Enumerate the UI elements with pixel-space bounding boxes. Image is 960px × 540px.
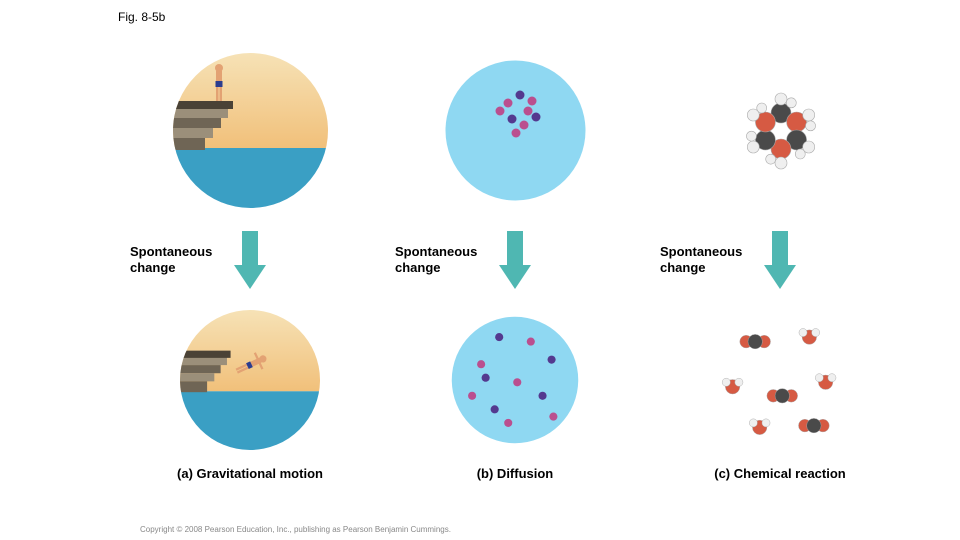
panel-a-top [120, 40, 380, 220]
figure-label: Fig. 8-5b [118, 10, 165, 24]
panel-b-arrow-row: Spontaneouschange [385, 220, 645, 300]
diver-top-illustration [173, 53, 328, 208]
copyright-text: Copyright © 2008 Pearson Education, Inc.… [140, 525, 451, 534]
panel-a-bottom [120, 300, 380, 460]
arrow-down-icon [760, 231, 800, 289]
arrow-down-icon [495, 231, 535, 289]
panel-b-caption: (b) Diffusion [385, 460, 645, 490]
panel-a-arrow-row: Spontaneouschange [120, 220, 380, 300]
arrow-down-icon [230, 231, 270, 289]
panel-b-mid-label: Spontaneouschange [395, 244, 477, 277]
diver-bottom-illustration [180, 310, 320, 450]
panel-b-top [385, 40, 645, 220]
panel-c-top [650, 40, 910, 220]
panel-c-mid-label: Spontaneouschange [660, 244, 742, 277]
figure-grid: Spontaneouschange Spontaneouschange Spon… [120, 40, 910, 495]
panel-c-bottom [650, 300, 910, 460]
panel-a-mid-label: Spontaneouschange [130, 244, 212, 277]
chemical-top-illustration [703, 53, 858, 208]
panel-b-bottom [385, 300, 645, 460]
diffusion-top-illustration [438, 53, 593, 208]
panel-c-arrow-row: Spontaneouschange [650, 220, 910, 300]
diffusion-bottom-illustration [445, 310, 585, 450]
chemical-bottom-illustration [710, 310, 850, 450]
panel-c-caption: (c) Chemical reaction [650, 460, 910, 490]
panel-a-caption: (a) Gravitational motion [120, 460, 380, 490]
